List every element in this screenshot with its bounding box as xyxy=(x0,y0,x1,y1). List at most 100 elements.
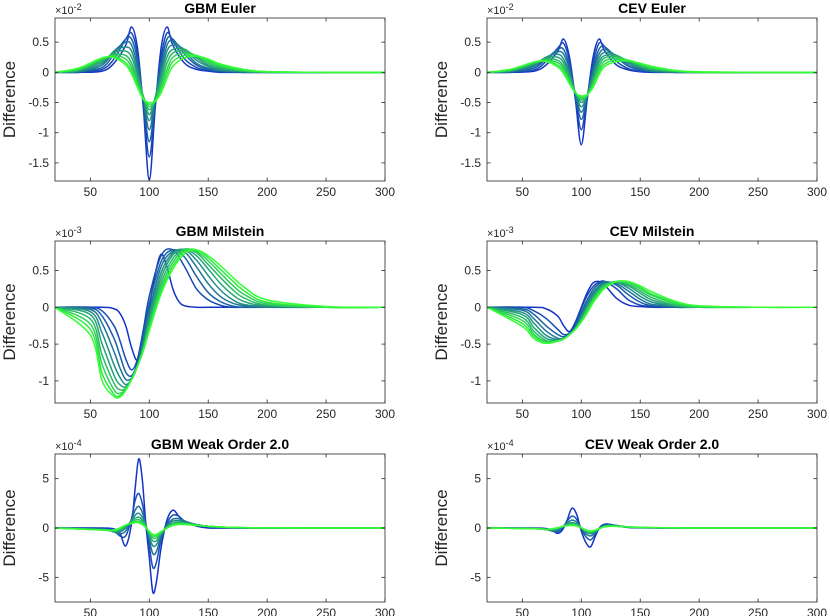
series-line-6 xyxy=(487,281,817,342)
y-axis-label: Difference xyxy=(432,283,451,360)
x-tick-label: 50 xyxy=(516,606,530,616)
x-tick-label: 300 xyxy=(375,606,395,616)
x-tick-label: 200 xyxy=(257,606,277,616)
exponent-base: ×10 xyxy=(55,441,74,453)
x-tick-label: 100 xyxy=(571,407,591,421)
y-tick-label: 0 xyxy=(474,300,481,314)
series-line-7 xyxy=(55,49,385,111)
y-tick-label: -1 xyxy=(470,374,481,388)
y-axis-label: Difference xyxy=(432,489,451,566)
y-tick-label: -1 xyxy=(470,126,481,140)
series-line-5 xyxy=(487,51,817,108)
series-line-6 xyxy=(487,53,817,104)
y-tick-label: 0.5 xyxy=(32,263,49,277)
chart-panel-5: 50 100 150 200 250 300 -5 0 5 ×10-4 GBM Weak Order… xyxy=(0,436,395,616)
x-tick-label: 100 xyxy=(139,407,159,421)
x-tick-label: 100 xyxy=(571,606,591,616)
x-tick-label: 200 xyxy=(689,185,709,199)
x-tick-label: 50 xyxy=(516,185,530,199)
axes-frame xyxy=(486,17,818,182)
y-tick-label: -0.5 xyxy=(460,337,481,351)
y-tick-label: 0.5 xyxy=(464,35,481,49)
series-line-2 xyxy=(55,31,385,158)
series-line-3 xyxy=(487,45,817,121)
y-tick-label: -0.5 xyxy=(28,96,49,110)
chart-title: GBM Milstein xyxy=(176,223,265,239)
chart-title: CEV Milstein xyxy=(610,223,695,239)
x-tick-label: 300 xyxy=(807,606,827,616)
exponent-power: -4 xyxy=(506,438,514,448)
chart-panel-1: 50 100 150 200 250 300 -1.5 -1 -0.5 0 0.5 ×10-2 GBM … xyxy=(0,0,395,199)
series-line-8 xyxy=(55,248,385,395)
x-tick-label: 50 xyxy=(84,185,98,199)
exponent-power: -4 xyxy=(74,438,82,448)
chart-title: GBM Euler xyxy=(184,0,256,16)
chart-title: GBM Weak Order 2.0 xyxy=(151,436,289,452)
y-tick-label: -0.5 xyxy=(28,337,49,351)
x-tick-label: 150 xyxy=(198,185,218,199)
y-tick-label: 0 xyxy=(42,300,49,314)
series-line-1 xyxy=(55,458,385,595)
y-tick-label: 5 xyxy=(42,472,49,486)
y-tick-label: 0 xyxy=(42,521,49,535)
y-tick-label: -1.5 xyxy=(28,156,49,170)
x-tick-label: 100 xyxy=(571,185,591,199)
exponent-label: ×10-3 xyxy=(55,225,82,240)
exponent-label: ×10-3 xyxy=(487,225,514,240)
x-tick-label: 50 xyxy=(84,407,98,421)
series-group xyxy=(487,507,817,548)
x-tick-label: 150 xyxy=(630,185,650,199)
exponent-label: ×10-4 xyxy=(55,438,82,453)
series-group xyxy=(55,248,385,399)
x-tick-label: 50 xyxy=(516,407,530,421)
series-line-2 xyxy=(55,492,385,570)
y-axis-label: Difference xyxy=(0,489,19,566)
x-tick-label: 250 xyxy=(316,407,336,421)
x-tick-label: 150 xyxy=(198,606,218,616)
series-line-7 xyxy=(487,524,817,532)
y-tick-label: -0.5 xyxy=(460,96,481,110)
y-tick-label: -5 xyxy=(38,570,49,584)
series-line-5 xyxy=(55,44,385,122)
x-tick-label: 50 xyxy=(84,606,98,616)
chart-panel-6: 50 100 150 200 250 300 -5 0 5 ×10-4 CEV Weak Order… xyxy=(432,436,827,616)
series-line-10 xyxy=(487,59,817,97)
x-tick-label: 250 xyxy=(748,185,768,199)
x-tick-label: 150 xyxy=(198,407,218,421)
x-tick-label: 300 xyxy=(375,407,395,421)
y-tick-label: 0.5 xyxy=(464,263,481,277)
x-tick-label: 250 xyxy=(748,407,768,421)
x-tick-label: 250 xyxy=(316,606,336,616)
series-line-10 xyxy=(487,280,817,345)
series-line-2 xyxy=(487,41,817,131)
x-tick-label: 300 xyxy=(807,185,827,199)
exponent-base: ×10 xyxy=(487,228,506,240)
series-line-7 xyxy=(487,55,817,101)
x-tick-label: 100 xyxy=(139,606,159,616)
y-tick-label: -1 xyxy=(38,126,49,140)
x-tick-label: 200 xyxy=(257,407,277,421)
y-tick-label: -5 xyxy=(470,570,481,584)
axes-frame xyxy=(54,240,386,404)
y-tick-label: -1 xyxy=(38,374,49,388)
series-line-7 xyxy=(487,280,817,343)
axes-frame xyxy=(54,17,386,182)
series-line-4 xyxy=(55,249,385,382)
y-tick-label: 0 xyxy=(474,65,481,79)
exponent-power: -3 xyxy=(506,225,514,235)
series-line-10 xyxy=(55,55,385,104)
y-axis-label: Difference xyxy=(0,61,19,138)
x-tick-label: 150 xyxy=(630,407,650,421)
y-axis-label: Difference xyxy=(0,283,19,360)
exponent-label: ×10-4 xyxy=(487,438,514,453)
series-line-8 xyxy=(55,521,385,536)
series-line-5 xyxy=(487,281,817,341)
x-tick-label: 300 xyxy=(375,185,395,199)
series-line-4 xyxy=(55,39,385,131)
series-line-6 xyxy=(55,248,385,388)
exponent-base: ×10 xyxy=(55,5,74,17)
exponent-power: -2 xyxy=(506,2,514,12)
chart-panel-2: 50 100 150 200 250 300 -1.5 -1 -0.5 0 0.5 ×10-2 CEV … xyxy=(432,0,827,199)
y-tick-label: 5 xyxy=(474,472,481,486)
series-line-7 xyxy=(55,248,385,391)
